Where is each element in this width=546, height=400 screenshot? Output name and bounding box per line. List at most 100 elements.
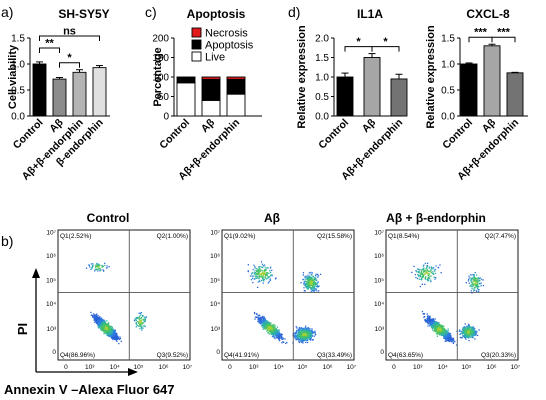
flow-dot [420, 274, 422, 276]
flow-dot [137, 317, 139, 319]
flow-dot [434, 268, 436, 271]
y-tick-label: 0 [216, 349, 220, 356]
flow-dot [274, 330, 276, 333]
flow-dot [474, 284, 476, 286]
flow-dot [478, 329, 480, 331]
flow-dot [271, 335, 274, 338]
flow-dot [279, 337, 281, 340]
flow-dot [305, 285, 307, 287]
flow-dot [111, 332, 113, 334]
flow-dot [427, 319, 430, 321]
flow-dot [300, 338, 303, 341]
flow-dot [474, 277, 477, 279]
flow-dot [299, 337, 302, 339]
flow-dot [312, 290, 315, 292]
flow-dot [269, 322, 271, 324]
flow-dot [258, 322, 260, 324]
legend-label: Apoptosis [205, 40, 254, 52]
flow-dot [119, 337, 122, 340]
flow-dot [100, 325, 102, 327]
flow-dot [308, 335, 311, 337]
flow-dot [264, 269, 266, 272]
flow-dot [477, 277, 479, 279]
flow-dot [266, 277, 268, 280]
flow-dot [118, 337, 120, 339]
flow-dot [274, 278, 277, 280]
flow-dot [107, 322, 110, 324]
flow-dot [257, 269, 259, 271]
flow-dot [445, 333, 448, 335]
flow-dot [109, 328, 111, 330]
flow-dot [111, 333, 113, 335]
flow-dot [312, 339, 314, 341]
flow-dot [307, 326, 309, 329]
flow-dot [139, 325, 141, 327]
flow-dot [258, 318, 260, 320]
flow-dot [438, 329, 440, 332]
flow-dot [428, 320, 431, 322]
flow-dot [271, 331, 274, 333]
flow-dot [259, 320, 261, 322]
flow-dot [267, 332, 270, 334]
flow-dot [426, 266, 428, 268]
flow-dot [439, 331, 441, 333]
flow-dot [470, 280, 472, 282]
flow-dot [98, 326, 100, 328]
flow-dot [311, 339, 314, 341]
flow-dot [309, 336, 311, 338]
flow-dot [263, 276, 265, 279]
quadrant-label-q1: Q1(8.54%) [388, 233, 419, 240]
flow-dot [449, 339, 451, 341]
flow-dot [301, 330, 304, 332]
flow-dot [256, 269, 258, 272]
flow-dot [470, 286, 472, 288]
flow-dot [435, 329, 437, 331]
legend-label: Necrosis [205, 28, 248, 40]
x-tick-label: 10⁶ [487, 364, 497, 371]
flow-dot [275, 334, 278, 336]
flow-dot [432, 268, 434, 270]
flow-dot [96, 315, 98, 317]
flow-dot [92, 316, 94, 318]
flow-dot [450, 338, 452, 340]
flow-dot [270, 271, 272, 274]
flow-dot [311, 331, 314, 334]
flow-dot [441, 328, 444, 331]
flow-dot [300, 329, 302, 331]
flow-dot [112, 328, 114, 330]
flow-dot [282, 341, 284, 343]
flow-dot [274, 337, 276, 340]
flow-dot [305, 332, 308, 334]
flow-dot [295, 335, 297, 337]
flow-dot [436, 331, 439, 333]
flow-dot [254, 267, 256, 269]
flow-dot [421, 283, 423, 285]
flow-dot [439, 333, 442, 335]
flow-dot [434, 325, 436, 328]
flow-dot [262, 282, 264, 284]
flow-dot [442, 328, 444, 331]
flow-dot [298, 329, 300, 331]
flow-dot [278, 338, 280, 340]
flow-dot [471, 274, 473, 276]
flow-dot [476, 280, 479, 282]
flow-dot [260, 323, 262, 325]
flow-dot [304, 278, 306, 280]
flow-dot [270, 329, 272, 331]
flow-dot [258, 267, 260, 269]
flow-dot [317, 281, 319, 283]
flow-dot [263, 323, 265, 325]
flow-dot [304, 332, 306, 335]
flow-dot [110, 333, 112, 336]
ylabel-relative-expression-cxcl8: Relative expression [425, 25, 437, 129]
flow-dot [95, 319, 97, 321]
flow-dot [263, 318, 266, 320]
flow-dot [472, 278, 474, 280]
flow-dot [309, 333, 311, 335]
flow-dot [443, 333, 445, 335]
flow-dot [449, 337, 451, 339]
flow-dot [306, 283, 309, 286]
flow-dot [280, 334, 282, 336]
flow-dot [422, 274, 424, 276]
